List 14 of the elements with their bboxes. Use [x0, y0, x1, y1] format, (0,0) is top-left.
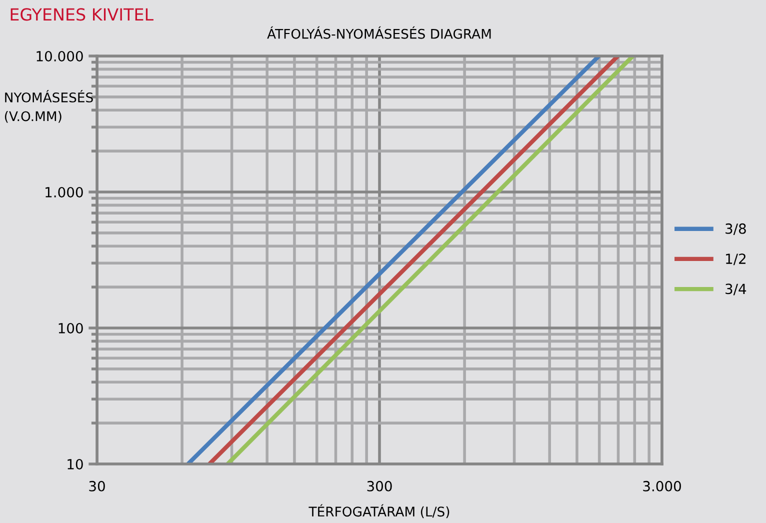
legend-label: 3/4: [726, 284, 746, 296]
y-tick-label: 1.000: [46, 186, 83, 198]
legend-label: 3/8: [726, 223, 746, 236]
y-tick-label: 10.000: [36, 50, 83, 62]
x-tick-label: 30: [89, 480, 105, 492]
x-tick-label: 3.000: [643, 480, 681, 492]
x-axis-title: TÉRFOGATÁRAM (L/S): [308, 504, 450, 518]
chart-subtitle: ÁTFOLYÁS-NYOMÁSESÉS DIAGRAM: [267, 26, 491, 39]
y-axis-title: NYOMÁSESÉS (V.O.MM): [4, 90, 93, 123]
chart-title: EGYENES KIVITEL: [10, 8, 154, 21]
y-tick-label: 100: [58, 322, 83, 334]
y-tick-label: 10: [68, 458, 83, 470]
legend-label: 1/2: [726, 254, 746, 266]
x-tick-label: 300: [367, 480, 392, 492]
